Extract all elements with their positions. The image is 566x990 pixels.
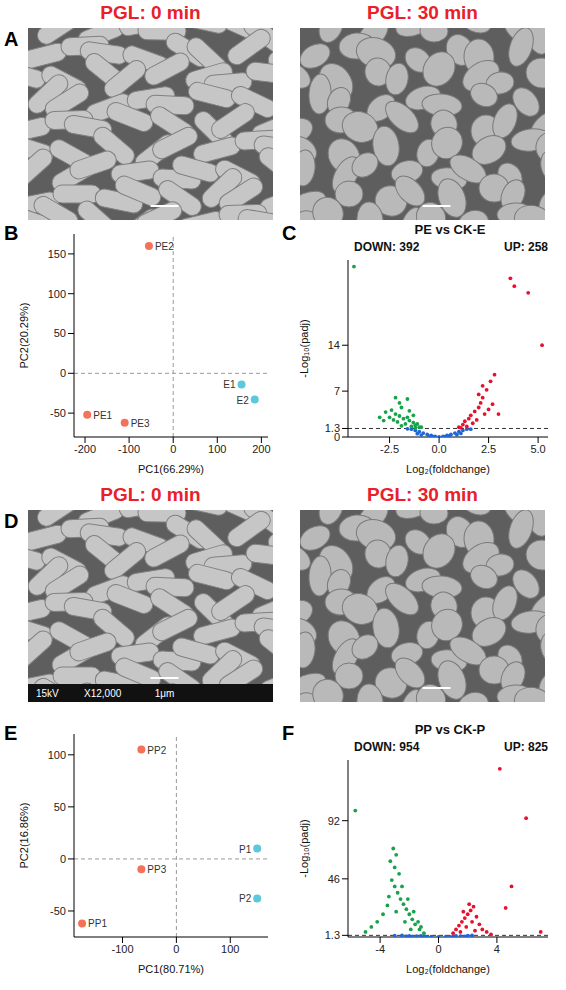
svg-text:Log₂(foldchange): Log₂(foldchange) [406,463,490,475]
svg-text:-Log₁₀(padj): -Log₁₀(padj) [298,319,310,377]
svg-text:0: 0 [435,943,441,955]
svg-text:50: 50 [54,801,66,813]
svg-text:-200: -200 [74,443,96,455]
svg-text:46: 46 [328,873,340,885]
html-text:DOWN: 954: DOWN: 954 [354,740,420,754]
svg-text:P1: P1 [239,844,252,855]
svg-text:PC2(16.86%): PC2(16.86%) [18,802,30,868]
svg-text:1.3: 1.3 [325,422,340,434]
svg-text:PC1(80.71%): PC1(80.71%) [138,963,204,975]
svg-text:92: 92 [328,815,340,827]
html-text:PE vs CK-E: PE vs CK-E [414,222,486,237]
html-text:C: C [282,222,297,244]
svg-text:PP3: PP3 [147,864,166,875]
html-text:PGL: 0 min: PGL: 0 min [100,484,201,505]
svg-text:2.5: 2.5 [481,443,496,455]
html-text:PGL: 30 min: PGL: 30 min [367,484,478,505]
svg-text:-2.5: -2.5 [380,443,399,455]
html-text:UP: 825: UP: 825 [504,740,548,754]
svg-text:7: 7 [334,385,340,397]
svg-text:E1: E1 [223,379,236,390]
svg-text:0.0: 0.0 [431,443,446,455]
html-text:B: B [4,222,19,244]
svg-text:100: 100 [48,288,66,300]
svg-text:PE2: PE2 [155,241,174,252]
svg-text:150: 150 [48,248,66,260]
svg-text:200: 200 [252,443,270,455]
html-text:A: A [4,28,19,50]
html-text:PP vs CK-P: PP vs CK-P [414,722,486,737]
svg-text:100: 100 [208,443,226,455]
html-text:D: D [4,510,19,532]
svg-text:PC1(66.29%): PC1(66.29%) [138,463,204,475]
svg-text:0: 0 [333,430,340,443]
svg-text:PE1: PE1 [93,410,112,421]
svg-text:0: 0 [60,853,66,865]
html-text:DOWN: 392: DOWN: 392 [354,240,420,254]
svg-text:14: 14 [328,339,340,351]
html-text:PGL: 0 min: PGL: 0 min [100,2,201,23]
svg-text:-4: -4 [375,943,385,955]
svg-text:5.0: 5.0 [530,443,545,455]
svg-text:PP1: PP1 [88,918,107,929]
svg-text:100: 100 [221,943,239,955]
svg-text:PP2: PP2 [147,745,166,756]
svg-text:X12,000: X12,000 [84,688,122,699]
svg-text:0: 0 [60,367,66,379]
svg-text:E2: E2 [237,395,250,406]
svg-text:PC2(20.29%): PC2(20.29%) [18,302,30,368]
svg-text:4: 4 [494,943,500,955]
svg-text:100: 100 [48,749,66,761]
svg-text:-50: -50 [50,407,66,419]
svg-text:P2: P2 [239,893,252,904]
svg-text:15kV: 15kV [36,688,59,699]
html-text:F: F [282,722,295,744]
svg-text:Log₂(foldchange): Log₂(foldchange) [406,963,490,975]
svg-text:50: 50 [54,327,66,339]
svg-text:-Log₁₀(padj): -Log₁₀(padj) [298,819,310,877]
svg-text:0: 0 [173,943,179,955]
svg-text:1μm: 1μm [155,688,175,699]
svg-text:-100: -100 [111,943,133,955]
svg-text:PE3: PE3 [131,418,150,429]
html-text:UP: 258: UP: 258 [504,240,548,254]
svg-text:1.3: 1.3 [325,929,340,941]
html-text:E: E [4,722,18,744]
html-text:PGL: 30 min: PGL: 30 min [367,2,478,23]
svg-text:0: 0 [170,443,176,455]
svg-text:-50: -50 [50,905,66,917]
svg-text:-100: -100 [118,443,140,455]
